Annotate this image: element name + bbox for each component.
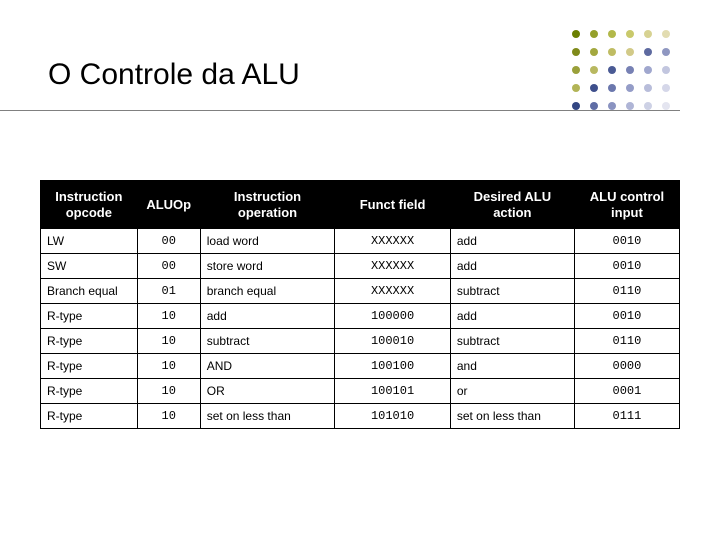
table-cell: add: [450, 229, 574, 254]
table-cell: branch equal: [200, 279, 335, 304]
table-cell: 00: [137, 254, 200, 279]
table-cell: load word: [200, 229, 335, 254]
table-cell: 101010: [335, 404, 451, 429]
table-cell: SW: [41, 254, 138, 279]
table-row: R-type10AND100100and0000: [41, 354, 680, 379]
slide: O Controle da ALU: [0, 0, 720, 540]
table-row: R-type10set on less than101010set on les…: [41, 404, 680, 429]
table-cell: 10: [137, 404, 200, 429]
table-row: Branch equal01branch equalXXXXXXsubtract…: [41, 279, 680, 304]
decorative-dots: [566, 24, 676, 114]
table-cell: add: [200, 304, 335, 329]
table-cell: 100010: [335, 329, 451, 354]
col-header-funct: Funct field: [335, 181, 451, 229]
table-row: R-type10add100000add0010: [41, 304, 680, 329]
table-cell: 10: [137, 379, 200, 404]
table-cell: R-type: [41, 379, 138, 404]
table-cell: 10: [137, 354, 200, 379]
table-cell: subtract: [450, 329, 574, 354]
table-cell: R-type: [41, 404, 138, 429]
table-cell: Branch equal: [41, 279, 138, 304]
table-cell: 0001: [574, 379, 679, 404]
col-header-desired: Desired ALU action: [450, 181, 574, 229]
page-title: O Controle da ALU: [48, 58, 300, 92]
table-cell: 00: [137, 229, 200, 254]
table-cell: set on less than: [450, 404, 574, 429]
table-cell: 0010: [574, 304, 679, 329]
table-cell: R-type: [41, 304, 138, 329]
table-cell: 100100: [335, 354, 451, 379]
table-cell: store word: [200, 254, 335, 279]
table-cell: XXXXXX: [335, 279, 451, 304]
table-body: LW00load wordXXXXXXadd0010SW00store word…: [41, 229, 680, 429]
table-row: R-type10OR100101or0001: [41, 379, 680, 404]
table-cell: 01: [137, 279, 200, 304]
table-cell: 100000: [335, 304, 451, 329]
col-header-opcode: Instruction opcode: [41, 181, 138, 229]
table-cell: 100101: [335, 379, 451, 404]
table-row: SW00store wordXXXXXXadd0010: [41, 254, 680, 279]
col-header-iop: Instruction operation: [200, 181, 335, 229]
table-cell: 0110: [574, 279, 679, 304]
col-header-ctrl: ALU control input: [574, 181, 679, 229]
table-cell: subtract: [450, 279, 574, 304]
table-cell: add: [450, 254, 574, 279]
table-cell: or: [450, 379, 574, 404]
table-cell: set on less than: [200, 404, 335, 429]
table-cell: 10: [137, 304, 200, 329]
table-cell: 10: [137, 329, 200, 354]
table-row: LW00load wordXXXXXXadd0010: [41, 229, 680, 254]
table: Instruction opcode ALUOp Instruction ope…: [40, 180, 680, 429]
table-cell: 0000: [574, 354, 679, 379]
table-cell: subtract: [200, 329, 335, 354]
table-cell: 0010: [574, 254, 679, 279]
table-cell: add: [450, 304, 574, 329]
table-cell: XXXXXX: [335, 254, 451, 279]
table-cell: 0111: [574, 404, 679, 429]
table-row: R-type10subtract100010subtract0110: [41, 329, 680, 354]
table-cell: LW: [41, 229, 138, 254]
alu-control-table: Instruction opcode ALUOp Instruction ope…: [40, 180, 680, 429]
table-cell: 0110: [574, 329, 679, 354]
table-cell: R-type: [41, 354, 138, 379]
table-cell: AND: [200, 354, 335, 379]
col-header-aluop: ALUOp: [137, 181, 200, 229]
table-head: Instruction opcode ALUOp Instruction ope…: [41, 181, 680, 229]
table-cell: OR: [200, 379, 335, 404]
table-cell: XXXXXX: [335, 229, 451, 254]
table-cell: R-type: [41, 329, 138, 354]
table-cell: and: [450, 354, 574, 379]
table-cell: 0010: [574, 229, 679, 254]
